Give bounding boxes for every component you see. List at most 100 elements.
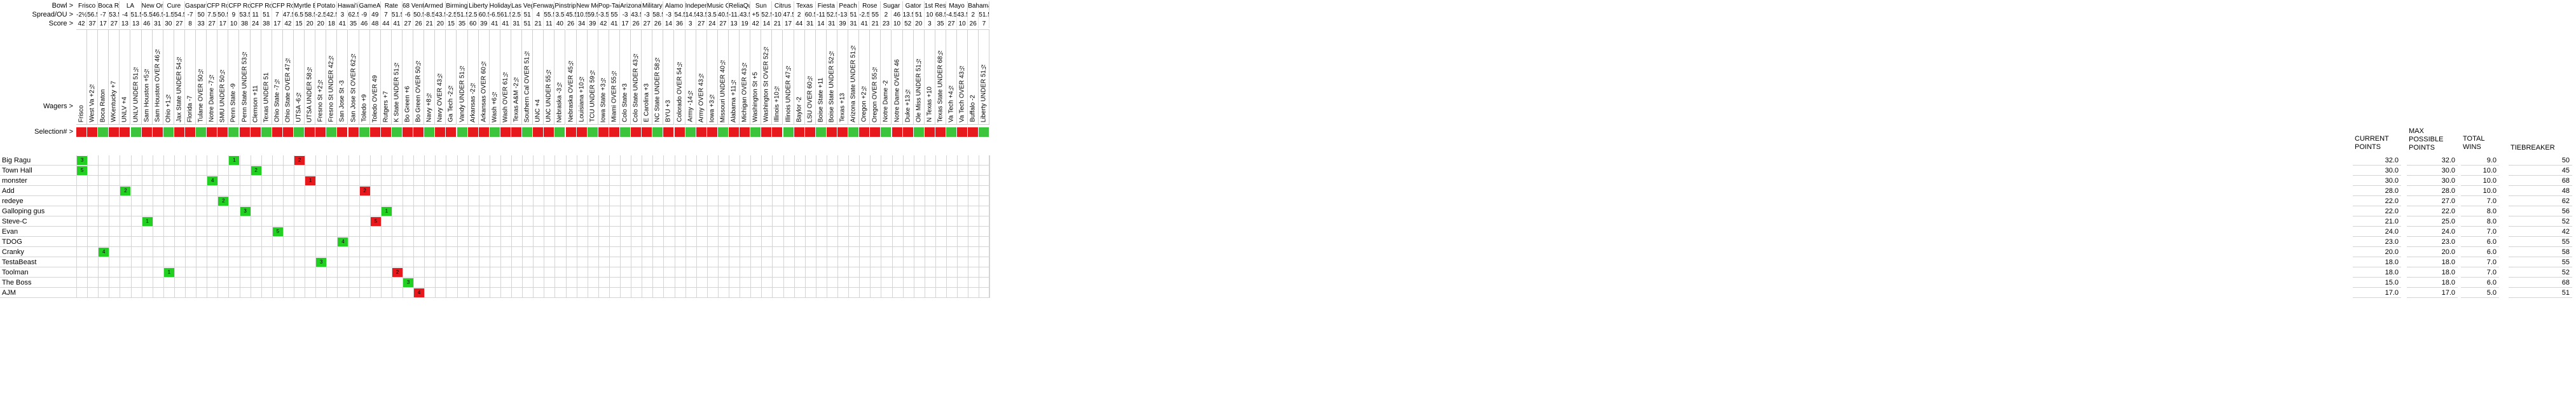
stat-total-wins: 8.0 bbox=[2461, 206, 2499, 216]
grid-line bbox=[163, 155, 164, 298]
grid-line bbox=[946, 155, 947, 298]
player-name: TestaBeast bbox=[0, 257, 76, 267]
spread-cell: -6.5 bbox=[489, 10, 500, 19]
player-name: Cranky bbox=[0, 247, 76, 257]
player-name: Evan bbox=[0, 227, 76, 237]
wager-cell: Colorado OVER 54½ bbox=[674, 29, 685, 125]
spread-cell: 3 bbox=[337, 10, 348, 19]
pick-cell[interactable]: 4 bbox=[99, 248, 109, 257]
score-cell: 20 bbox=[435, 19, 446, 28]
grid-line bbox=[87, 155, 88, 298]
player-name: monster bbox=[0, 176, 76, 186]
grid-line bbox=[957, 155, 958, 298]
wager-label: Navy OVER 43½ bbox=[436, 72, 444, 122]
player-name: Toolman bbox=[0, 267, 76, 278]
score-cell: 42 bbox=[598, 19, 609, 28]
wager-cell: Texas State UNDER 68½ bbox=[935, 29, 946, 125]
pick-cell[interactable]: 2 bbox=[218, 197, 229, 206]
stat-max-possible: 18.0 bbox=[2407, 267, 2458, 278]
pick-cell[interactable]: 4 bbox=[414, 288, 425, 297]
selection-cell bbox=[109, 127, 120, 137]
pick-cell[interactable]: 5 bbox=[272, 227, 283, 236]
wager-cell: Clemson +11 bbox=[250, 29, 261, 125]
pick-cell[interactable]: 2 bbox=[359, 187, 370, 195]
stat-current-points: 17.0 bbox=[2353, 288, 2401, 298]
grid-line bbox=[663, 155, 665, 298]
selection-cell bbox=[804, 127, 816, 137]
pick-cell[interactable]: 3 bbox=[240, 207, 251, 216]
score-cell: 37 bbox=[87, 19, 99, 28]
wager-label: Boise State UNDER 52½ bbox=[828, 49, 836, 122]
row-label-selection: Selection# > bbox=[34, 128, 73, 136]
grid-line bbox=[717, 155, 719, 298]
pick-cell[interactable]: 5 bbox=[370, 217, 381, 226]
pick-cell[interactable]: 3 bbox=[403, 278, 414, 287]
selection-cell bbox=[892, 127, 903, 137]
wager-label: UNLV +4 bbox=[121, 96, 128, 122]
stat-tiebreaker: 52 bbox=[2509, 267, 2572, 278]
wager-cell: Ohio +1½ bbox=[163, 29, 174, 125]
score-cell: 31 bbox=[153, 19, 163, 28]
player-name: The Boss bbox=[0, 278, 76, 288]
spread-cell: 52.5 bbox=[827, 10, 837, 19]
pick-cell[interactable]: 1 bbox=[142, 217, 153, 226]
score-cell: 11 bbox=[544, 19, 555, 28]
wager-cell: Colo State UNDER 43½ bbox=[631, 29, 642, 125]
selection-cell bbox=[380, 127, 392, 137]
bowl-name: Hawai'i bbox=[338, 1, 359, 10]
pick-cell[interactable]: 3 bbox=[316, 258, 327, 267]
spread-cell: -3 bbox=[642, 10, 653, 19]
grid-line bbox=[228, 155, 230, 298]
pick-cell[interactable]: 2 bbox=[294, 156, 305, 165]
wager-cell: Bo Green OVER 50½ bbox=[413, 29, 425, 125]
score-cell: 31 bbox=[848, 19, 860, 28]
pick-cell[interactable]: 1 bbox=[381, 207, 392, 216]
bowl-name: Myrtle Beach bbox=[294, 1, 316, 10]
score-cell: 15 bbox=[446, 19, 457, 28]
spread-cell: -10.5 bbox=[772, 10, 783, 19]
grid-line bbox=[185, 155, 186, 298]
pick-cell[interactable]: 3 bbox=[77, 156, 88, 165]
bowl-name: Arizona bbox=[620, 1, 642, 10]
bowl-name: Music City bbox=[707, 1, 729, 10]
score-cell: 27 bbox=[642, 19, 653, 28]
stat-total-wins: 10.0 bbox=[2461, 186, 2499, 196]
pick-cell[interactable]: 4 bbox=[338, 237, 348, 246]
grid-line bbox=[130, 155, 132, 298]
grid-line bbox=[424, 155, 425, 298]
wager-label: Navy +8½ bbox=[425, 92, 433, 122]
selection-cell bbox=[565, 127, 577, 137]
pick-cell[interactable]: 2 bbox=[392, 268, 403, 277]
wager-cell: Jax State UNDER 54½ bbox=[174, 29, 185, 125]
score-cell: 44 bbox=[794, 19, 805, 28]
bowl-name: CFP Round 1 bbox=[228, 1, 251, 10]
wager-label: Liberty UNDER 51½ bbox=[980, 62, 988, 122]
wager-cell: Arkansas OVER 60½ bbox=[478, 29, 490, 125]
bowl-name: Peach bbox=[837, 1, 860, 10]
wager-label: Wash +6½ bbox=[491, 90, 499, 122]
score-cell: 40 bbox=[554, 19, 566, 28]
spread-cell: -2.5 bbox=[315, 10, 327, 19]
spread-cell: 2 bbox=[794, 10, 805, 19]
score-cell: 38 bbox=[240, 19, 251, 28]
grid-line bbox=[511, 155, 512, 298]
wager-cell: Navy OVER 43½ bbox=[435, 29, 446, 125]
pick-cell[interactable]: 2 bbox=[251, 166, 261, 175]
pick-cell[interactable]: 5 bbox=[77, 166, 88, 175]
pick-cell[interactable]: 1 bbox=[163, 268, 174, 277]
pick-cell[interactable]: 1 bbox=[229, 156, 240, 165]
spread-cell: 51 bbox=[261, 10, 272, 19]
wager-label: Iowa State +3½ bbox=[600, 76, 607, 122]
score-cell: 46 bbox=[142, 19, 153, 28]
pick-cell[interactable]: 2 bbox=[120, 187, 131, 195]
grid-line bbox=[598, 155, 599, 298]
wager-cell: Florida -7 bbox=[185, 29, 196, 125]
selection-cell bbox=[652, 127, 664, 137]
pick-cell[interactable]: 1 bbox=[305, 176, 316, 185]
spread-cell: -7 bbox=[185, 10, 196, 19]
pick-cell[interactable]: 4 bbox=[207, 176, 218, 185]
stat-tiebreaker: 55 bbox=[2509, 257, 2572, 267]
wager-label: Duke +13½ bbox=[904, 87, 912, 122]
stat-max-possible: 30.0 bbox=[2407, 166, 2458, 176]
